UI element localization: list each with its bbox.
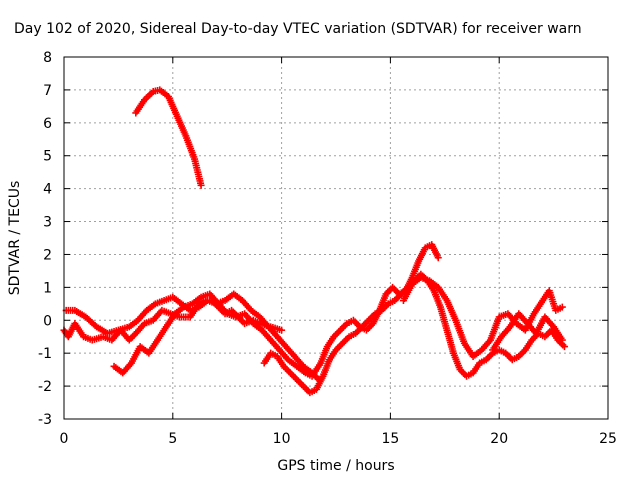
data-point: [286, 369, 294, 377]
x-axis-label: GPS time / hours: [277, 458, 394, 474]
data-point: [291, 374, 299, 382]
data-point: [351, 318, 359, 326]
data-point: [335, 343, 343, 351]
data-point: [518, 349, 526, 357]
y-tick-label: 5: [43, 149, 52, 165]
grid-lines: [64, 57, 608, 419]
data-point: [335, 328, 343, 336]
data-point: [239, 318, 247, 326]
data-point: [560, 343, 568, 351]
data-point: [293, 376, 301, 384]
y-tick-label: 7: [43, 83, 52, 99]
series-arc-5: [260, 270, 568, 397]
data-point: [338, 325, 346, 332]
y-tick-label: 2: [43, 247, 52, 263]
data-point: [301, 384, 309, 392]
y-tick-label: -3: [38, 412, 52, 428]
x-tick-label: 10: [273, 431, 291, 447]
y-tick-label: 4: [43, 182, 52, 198]
data-point: [385, 287, 393, 295]
data-point: [340, 323, 348, 331]
y-axis-label: SDTVAR / TECUs: [7, 181, 23, 296]
y-tick-label: 1: [43, 280, 52, 296]
series-arc-1: [132, 86, 205, 189]
data-point: [336, 326, 344, 334]
x-tick-label: 15: [381, 431, 399, 447]
y-tick-label: -2: [38, 379, 52, 395]
data-point: [389, 283, 397, 291]
data-point: [290, 372, 298, 380]
x-tick-label: 0: [60, 431, 69, 447]
data-point: [299, 382, 307, 390]
x-tick-label: 20: [490, 431, 508, 447]
y-tick-label: 0: [43, 313, 52, 329]
series-arc-4: [110, 290, 316, 380]
axis-ticks: 0 5 10 15 20 25 -3 -2 -1 0 1 2 3 4 5 6 7 8: [38, 50, 617, 447]
x-tick-label: 25: [599, 431, 617, 447]
series-arc-8: [489, 310, 566, 354]
data-point: [434, 254, 442, 262]
data-point: [558, 303, 566, 311]
y-tick-label: 3: [43, 215, 52, 231]
y-tick-label: 8: [43, 50, 52, 66]
data-point: [558, 336, 566, 344]
plot-frame: [63, 56, 609, 420]
data-point: [543, 331, 551, 339]
series-arc-7: [399, 273, 566, 360]
data-point: [342, 336, 350, 344]
data-point: [278, 326, 286, 334]
data-point: [129, 333, 137, 341]
series-arc-6: [310, 241, 442, 377]
data-point: [333, 329, 341, 337]
chart-title: Day 102 of 2020, Sidereal Day-to-day VTE…: [14, 21, 582, 37]
data-point: [390, 285, 398, 293]
x-tick-label: 5: [168, 431, 177, 447]
y-tick-label: -1: [38, 346, 52, 362]
data-point: [296, 379, 304, 387]
data-point: [294, 377, 302, 385]
data-point: [288, 371, 296, 379]
data-point: [485, 352, 493, 360]
data-marks: [60, 86, 568, 397]
data-point: [337, 341, 345, 349]
data-point: [339, 339, 347, 347]
data-point: [340, 338, 348, 346]
data-point: [283, 366, 291, 374]
y-tick-label: 6: [43, 116, 52, 132]
data-point: [197, 181, 205, 189]
data-point: [298, 380, 306, 388]
data-point: [285, 367, 293, 375]
